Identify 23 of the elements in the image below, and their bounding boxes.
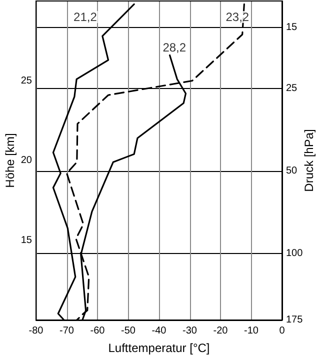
x-tick-label: 0 — [279, 326, 286, 336]
y-tick-label: 15 — [20, 234, 32, 246]
annotation: 21,2 — [74, 10, 98, 24]
x-tick-label: -50 — [121, 326, 136, 336]
annotation: 28,2 — [162, 40, 186, 54]
x-tick-label: -10 — [244, 326, 259, 336]
y2-axis-title: Druck [hPa] — [302, 129, 316, 192]
y-axis-title: Höhe [km] — [3, 133, 17, 188]
y2-tick-label: 175 — [286, 314, 304, 326]
x-tick-label: -30 — [182, 326, 198, 336]
y2-tick-label: 100 — [286, 248, 304, 259]
x-axis-title: Lufttemperatur [°C] — [108, 341, 210, 355]
x-tick-label: -40 — [152, 326, 167, 336]
y-tick-label: 25 — [20, 75, 32, 86]
x-tick-label: -80 — [28, 326, 44, 336]
annotation: 23,2 — [226, 10, 250, 24]
x-tick-label: -70 — [60, 326, 74, 336]
y-tick-label: 20 — [20, 155, 32, 166]
y2-tick-label: 15 — [286, 22, 298, 34]
x-tick-label: -20 — [213, 326, 228, 336]
x-tick-label: -60 — [90, 326, 106, 336]
y2-tick-label: 50 — [286, 165, 298, 176]
y2-tick-label: 25 — [286, 82, 298, 94]
